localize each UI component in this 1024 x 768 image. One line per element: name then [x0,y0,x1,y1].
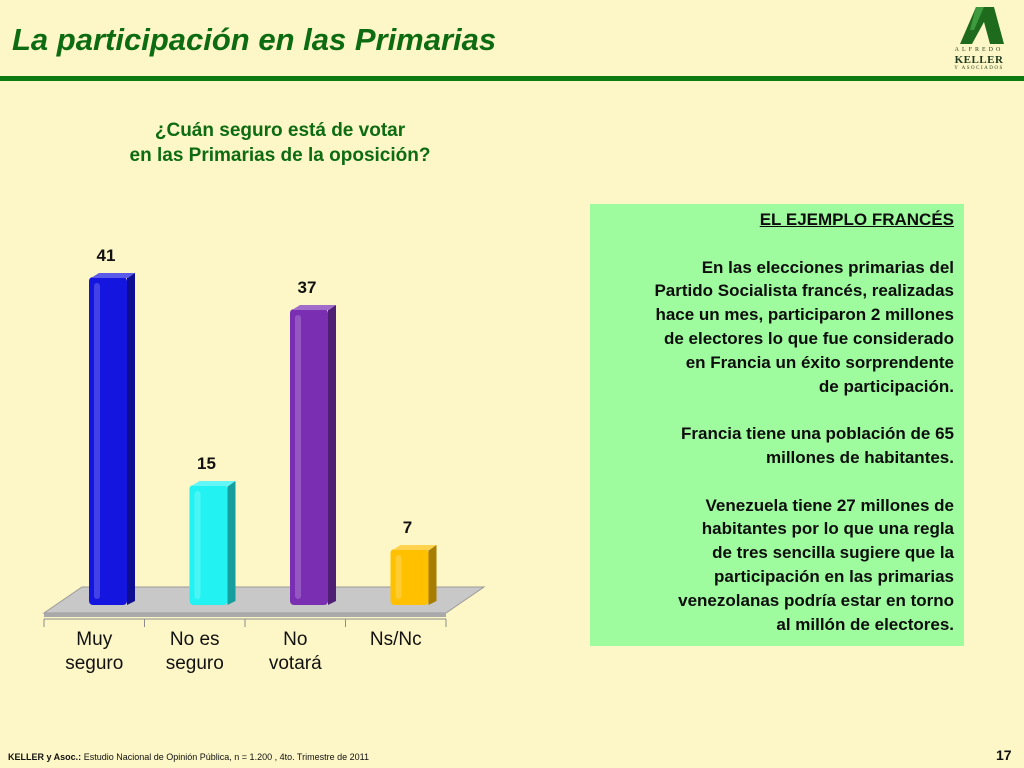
info-line: en Francia un éxito sorprendente [685,352,954,372]
category-label: Ns/Nc [370,629,422,650]
bar-top [91,273,135,278]
info-line: millones de habitantes. [766,447,954,467]
category-label-line: Muy [76,629,112,650]
question-line-1: ¿Cuán seguro está de votar [154,120,406,141]
question-line-2: en las Primarias de la oposición? [129,145,431,166]
bar-side [127,273,135,605]
category-label-line: No [283,629,307,650]
category-label: No votará [269,629,322,674]
info-line: venezolanas podría estar en torno [678,590,954,610]
company-logo: ALFREDO KELLER Y ASOCIADOS [944,4,1014,74]
info-line: Francia tiene una población de 65 [680,424,954,444]
category-label: Muy seguro [65,629,123,674]
bar-top [392,545,437,550]
info-paragraph: En las elecciones primarias del Partido S… [600,256,954,399]
footer-source: KELLER y Asoc.: Estudio Nacional de Opin… [8,752,369,762]
info-paragraph: Francia tiene una población de 65 millone… [600,422,954,470]
info-line: al millón de electores. [776,614,954,634]
bar-value-label: 15 [197,454,216,473]
info-paragraphs: En las elecciones primarias del Partido S… [600,256,954,637]
logo-mark-icon [960,7,1004,44]
info-heading: EL EJEMPLO FRANCÉS [759,210,954,229]
bar-highlight [194,491,201,599]
bar-side [328,305,336,605]
bar-highlight [295,315,301,599]
bar-side [227,481,236,605]
info-line: hace un mes, participaron 2 millones [655,305,954,325]
footer-source-label: KELLER y Asoc.: [8,752,82,762]
info-paragraph: Venezuela tiene 27 millones de habitantes… [600,494,954,637]
info-line: de tres sencilla sugiere que la [712,543,954,563]
bar-top [191,481,236,486]
bar-highlight [94,283,100,599]
bar-chart: 41 Muy seguro 15 No es seguro 37 No votará 7 Ns/Nc [42,246,486,674]
chart-question: ¿Cuán seguro está de votar en las Primar… [90,118,470,168]
bar-value-label: 7 [403,518,412,537]
info-line: Venezuela tiene 27 millones de [705,495,955,515]
footer-source-text: Estudio Nacional de Opinión Pública, n =… [83,752,369,762]
chart-floor-edge [44,613,446,617]
info-line: de electores lo que fue considerado [663,328,954,348]
bar-highlight [395,555,402,599]
page-number: 17 [996,747,1012,763]
info-box-french-example: EL EJEMPLO FRANCÉS En las elecciones pri… [590,204,964,646]
category-label-line: votará [269,653,322,674]
category-label: No es seguro [166,629,224,674]
info-line: de participación. [818,376,954,396]
bar-side [428,545,437,605]
title-divider [0,76,1024,81]
info-line: habitantes por lo que una regla [701,519,954,539]
logo-main-text: KELLER [954,54,1004,66]
bar-value-label: 41 [97,246,116,265]
info-line: Partido Socialista francés, realizadas [654,281,954,301]
bar-top [292,305,336,310]
bar-value-label: 37 [298,278,317,297]
category-label-line: No es [170,629,220,650]
category-label-line: seguro [166,653,224,674]
info-line: participación en las primarias [714,566,954,586]
category-label-line: Ns/Nc [370,629,422,650]
category-label-line: seguro [65,653,123,674]
logo-top-text: ALFREDO [954,47,1004,53]
slide-title: La participación en las Primarias [12,22,497,57]
info-line: En las elecciones primarias del [701,257,954,277]
logo-sub-text: Y ASOCIADOS [954,66,1004,71]
